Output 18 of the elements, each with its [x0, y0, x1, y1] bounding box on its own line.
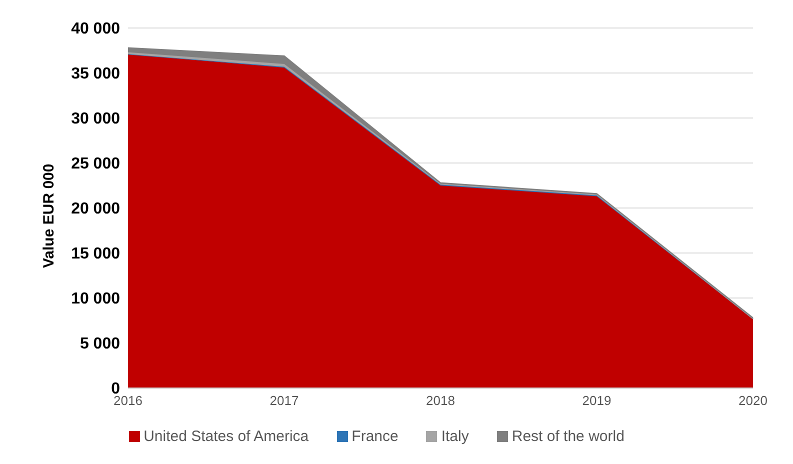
x-tick-label: 2018 [426, 393, 455, 408]
x-tick-label: 2016 [114, 393, 142, 408]
legend-label: Rest of the world [512, 428, 624, 445]
legend-label: United States of America [144, 428, 309, 445]
legend-label: Italy [441, 428, 469, 445]
x-tick-label: 2017 [270, 393, 299, 408]
x-tick-label: 2020 [738, 393, 768, 408]
y-tick-label: 40 000 [71, 20, 120, 38]
legend-label: France [352, 428, 398, 445]
y-tick-label: 25 000 [71, 156, 120, 173]
y-tick-label: 20 000 [71, 200, 120, 218]
y-tick-label: 15 000 [71, 246, 120, 263]
y-tick-label: 10 000 [71, 290, 120, 308]
y-tick-label: 5 000 [80, 336, 120, 353]
y-axis-title: Value EUR 000 [40, 164, 58, 268]
x-tick-label: 2019 [582, 393, 612, 408]
y-tick-label: 30 000 [71, 110, 120, 128]
y-tick-label: 35 000 [71, 66, 120, 83]
